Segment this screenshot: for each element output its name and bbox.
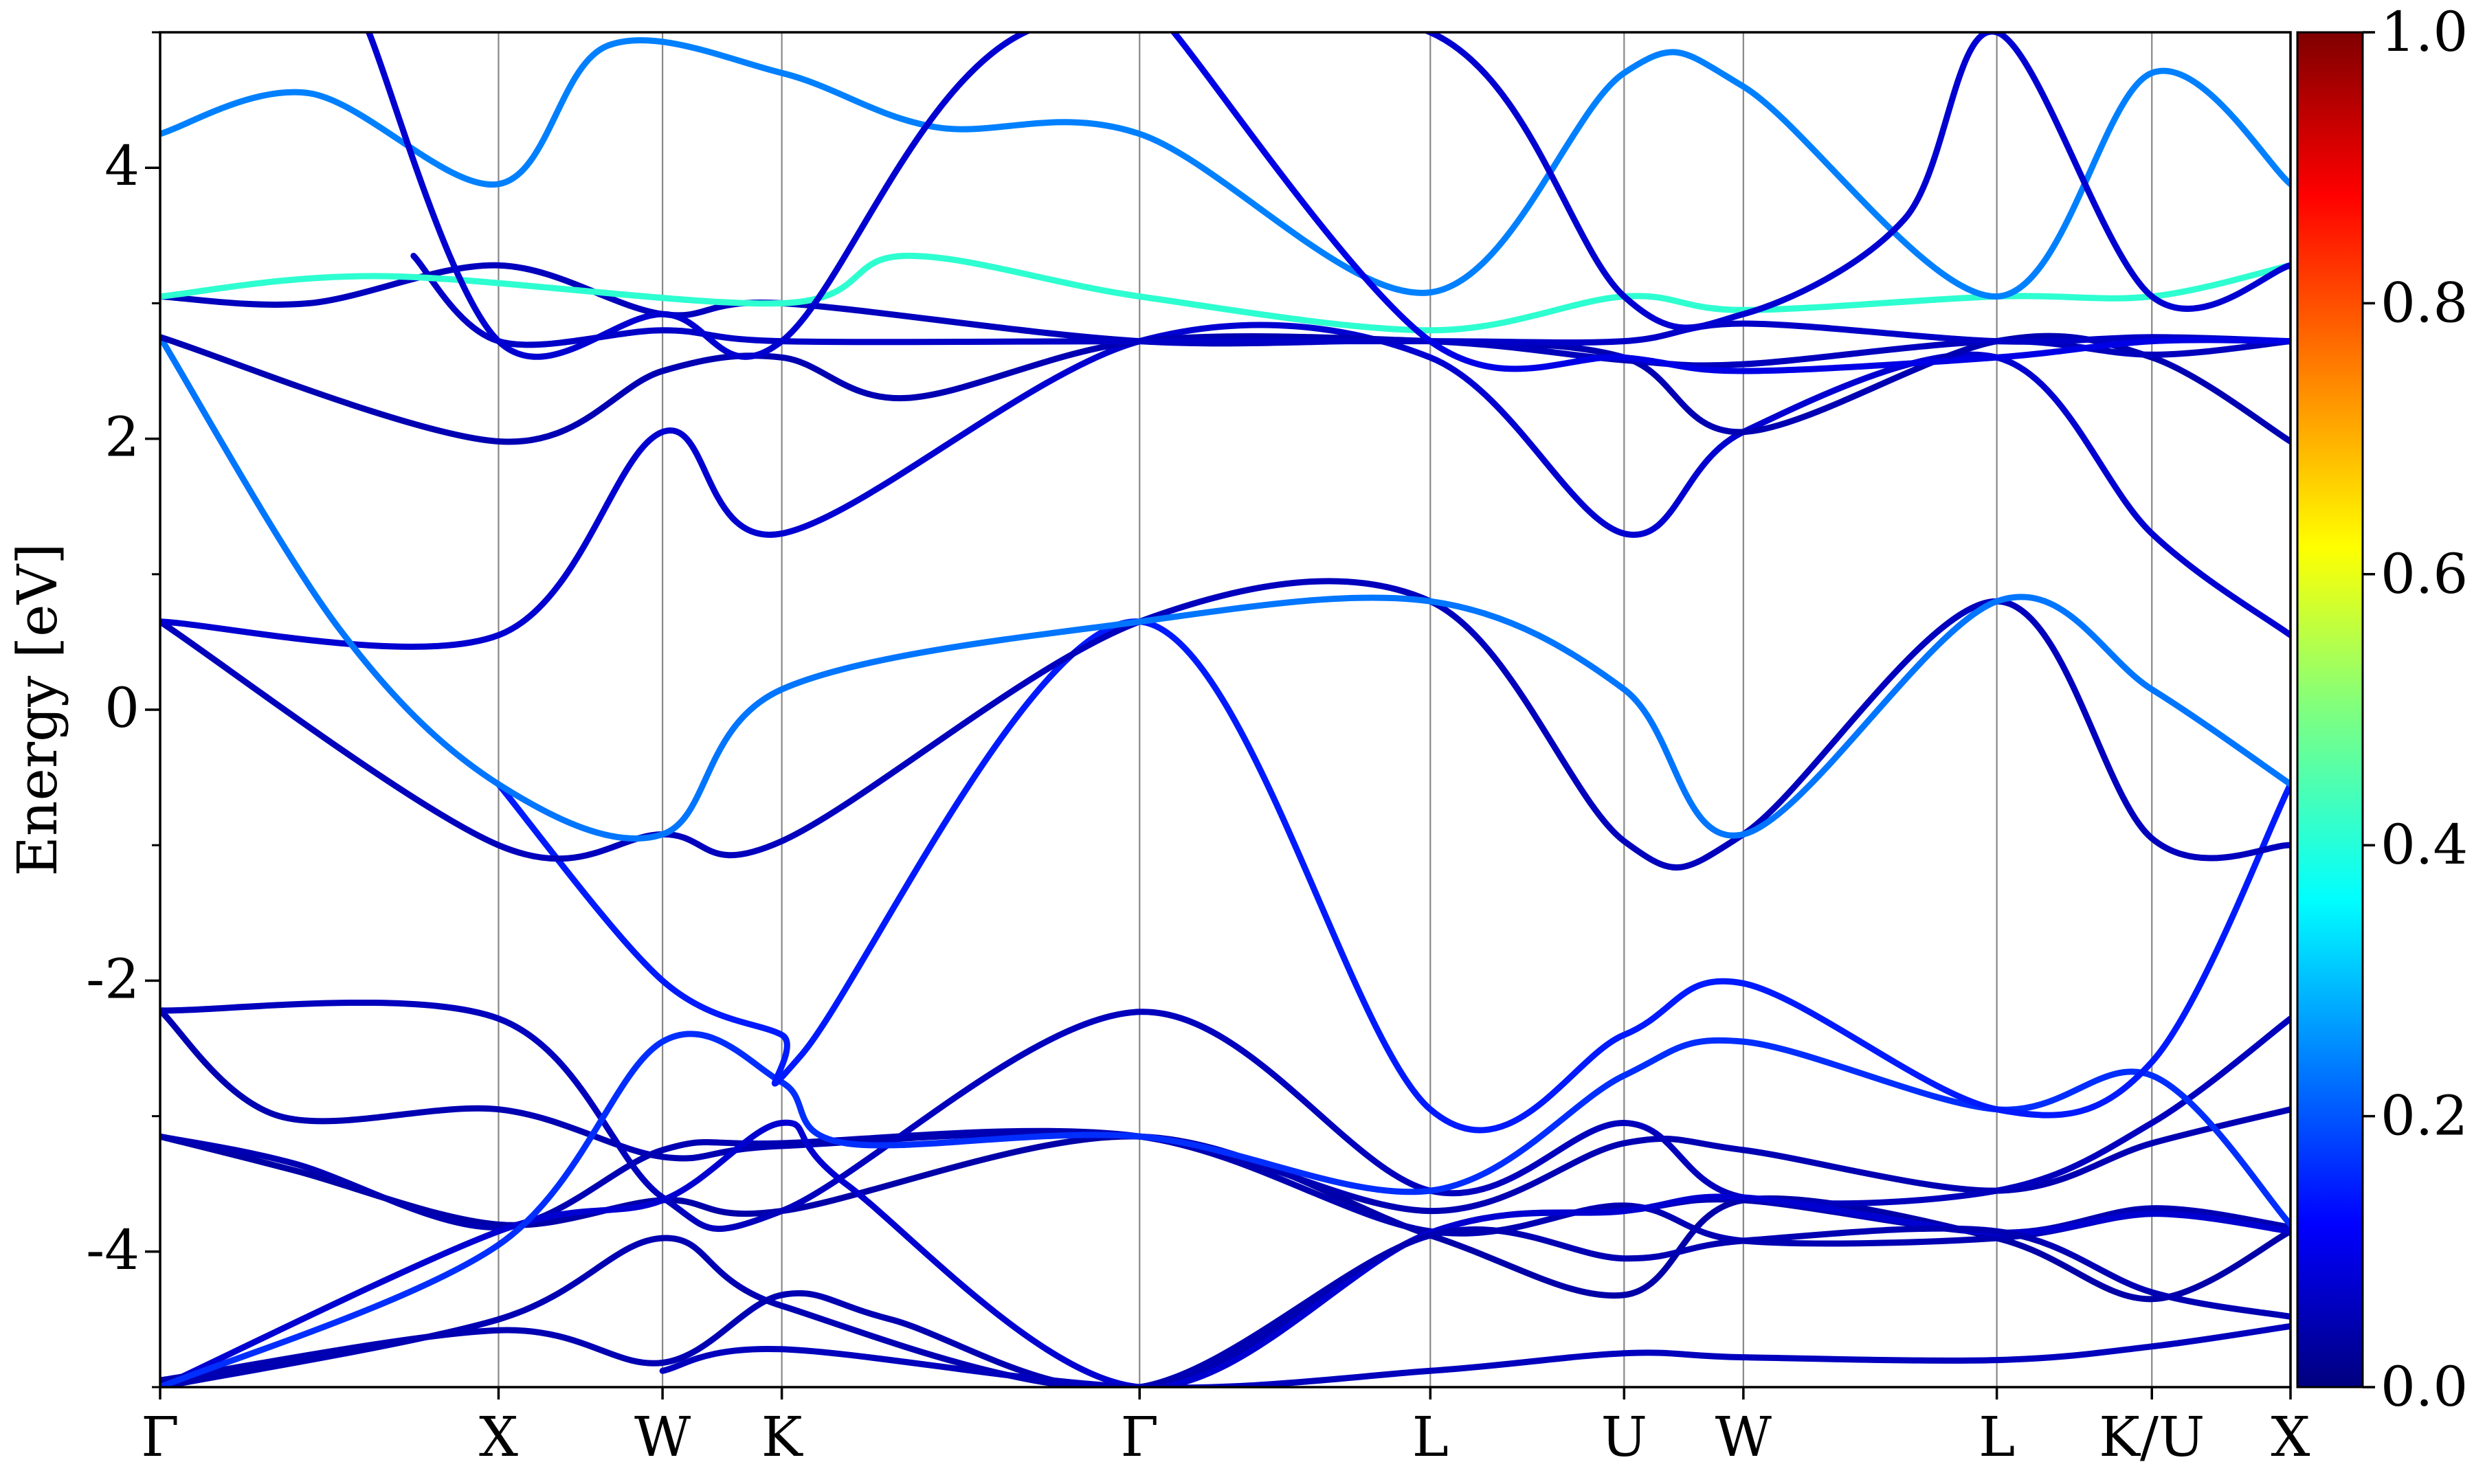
- y-axis-label: Energy [eV]: [5, 543, 69, 877]
- band-line: [160, 999, 2291, 1232]
- band-line: [410, 252, 2291, 348]
- band-line: [160, 1127, 2291, 1247]
- y-tick-label: 2: [104, 405, 140, 469]
- band-line: [160, 578, 2291, 871]
- y-tick-label: -4: [86, 1218, 140, 1282]
- band-line: [160, 1225, 2291, 1387]
- kpoint-label: K/U: [2099, 1405, 2205, 1469]
- colorbar-tick-label: 0.4: [2381, 813, 2468, 877]
- kpoint-label: W: [1715, 1405, 1772, 1469]
- colorbar-tick-label: 1.0: [2381, 0, 2468, 64]
- colorbar-tick-label: 0.2: [2381, 1084, 2468, 1148]
- colorbar-tick-label: 0.6: [2381, 542, 2468, 606]
- band-lines: [160, 32, 2291, 1387]
- y-tick-label: 0: [104, 676, 140, 740]
- kpoint-label: K: [761, 1405, 803, 1469]
- kpoint-gridlines: [498, 32, 2153, 1387]
- x-axis-kpoint-labels: Γ X W K Γ L U W L K/U X: [141, 1387, 2310, 1469]
- band-line: [160, 37, 2291, 300]
- y-tick-label: 4: [104, 134, 140, 198]
- band-line: [1170, 32, 2291, 374]
- band-line: [659, 1323, 2291, 1387]
- kpoint-label: X: [2271, 1405, 2310, 1469]
- y-axis-ticks: 4 2 0 -2 -4: [86, 31, 160, 1389]
- kpoint-label: Γ: [141, 1405, 179, 1469]
- kpoint-label: W: [634, 1405, 691, 1469]
- colorbar-tick-label: 0.0: [2381, 1355, 2468, 1419]
- kpoint-label: L: [1979, 1405, 2015, 1469]
- colorbar-ticks: 1.0 0.8 0.6 0.4 0.2 0.0: [2363, 0, 2468, 1419]
- y-tick-label: -2: [86, 947, 140, 1011]
- colorbar: [2296, 31, 2364, 1389]
- band-line: [366, 32, 2291, 360]
- kpoint-label: X: [479, 1405, 518, 1469]
- band-line: [160, 322, 2291, 650]
- colorbar-tick-label: 0.8: [2381, 271, 2468, 335]
- band-line: [495, 618, 2291, 1134]
- kpoint-label: L: [1412, 1405, 1449, 1469]
- kpoint-label: U: [1601, 1405, 1647, 1469]
- band-line: [160, 334, 2291, 842]
- kpoint-label: Γ: [1121, 1405, 1159, 1469]
